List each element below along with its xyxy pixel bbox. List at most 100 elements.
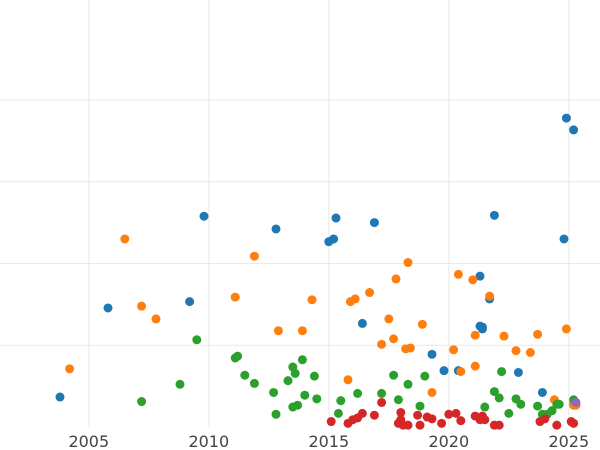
grid [0, 0, 600, 427]
data-point [365, 288, 375, 298]
data-point [377, 388, 387, 398]
data-points [55, 113, 581, 430]
data-point [199, 211, 209, 221]
data-point [297, 326, 307, 336]
data-point [499, 331, 509, 341]
data-point [343, 375, 353, 385]
data-point [137, 301, 147, 311]
data-point [480, 415, 490, 425]
data-point [240, 370, 250, 380]
data-point [559, 234, 569, 244]
data-point [230, 292, 240, 302]
data-point [468, 275, 478, 285]
data-point [403, 420, 413, 430]
data-point [185, 297, 195, 307]
data-point [494, 420, 504, 430]
series-group [65, 234, 581, 410]
data-point [439, 366, 449, 376]
data-point [427, 349, 437, 359]
data-point [326, 417, 336, 427]
data-point [427, 387, 437, 397]
data-point [377, 339, 387, 349]
data-point [415, 401, 425, 411]
data-point [389, 370, 399, 380]
data-point [369, 218, 379, 228]
data-point [451, 408, 461, 418]
x-tick-labels: 2005 2010 2015 2020 2025 [68, 432, 589, 450]
data-point [307, 295, 317, 305]
data-point [384, 314, 394, 324]
data-point [312, 394, 322, 404]
x-tick-label: 2010 [188, 432, 229, 450]
data-point [489, 210, 499, 220]
data-point [192, 335, 202, 345]
data-point [175, 379, 185, 389]
data-point [103, 303, 113, 313]
data-point [547, 406, 557, 416]
data-point [233, 351, 243, 361]
data-point [403, 379, 413, 389]
data-point [561, 324, 571, 334]
x-tick-label: 2005 [68, 432, 109, 450]
data-point [405, 343, 415, 353]
data-point [552, 420, 562, 430]
data-point [391, 274, 401, 284]
data-point [309, 371, 319, 381]
data-point [297, 355, 307, 365]
data-point [369, 410, 379, 420]
series-group [571, 397, 581, 407]
series-group [326, 397, 579, 430]
data-point [540, 414, 550, 424]
data-point [420, 371, 430, 381]
data-point [427, 414, 437, 424]
data-point [456, 367, 466, 377]
data-point [389, 334, 399, 344]
data-point [504, 408, 514, 418]
data-point [569, 418, 579, 428]
data-point [293, 400, 303, 410]
data-point [393, 395, 403, 405]
data-point [137, 397, 147, 407]
data-point [290, 368, 300, 378]
data-point [497, 367, 507, 377]
data-point [353, 388, 363, 398]
data-point [120, 234, 130, 244]
data-point [513, 367, 523, 377]
data-point [470, 361, 480, 371]
data-point [273, 326, 283, 336]
x-tick-label: 2015 [308, 432, 349, 450]
data-point [329, 234, 339, 244]
data-point [65, 364, 75, 374]
series-group [137, 335, 579, 419]
data-point [511, 346, 521, 356]
data-point [249, 251, 259, 261]
data-point [333, 408, 343, 418]
data-point [271, 409, 281, 419]
data-point [571, 397, 581, 407]
data-point [413, 410, 423, 420]
data-point [569, 125, 579, 135]
data-point [437, 418, 447, 428]
data-point [357, 318, 367, 328]
data-point [271, 224, 281, 234]
data-point [475, 271, 485, 281]
data-point [415, 420, 425, 430]
data-point [537, 387, 547, 397]
data-point [249, 378, 259, 388]
data-point [331, 213, 341, 223]
data-point [396, 407, 406, 417]
data-point [494, 393, 504, 403]
data-point [377, 397, 387, 407]
data-point [444, 409, 454, 419]
data-point [300, 390, 310, 400]
data-point [554, 399, 564, 409]
data-point [561, 113, 571, 123]
data-point [477, 322, 487, 332]
data-point [283, 376, 293, 386]
data-point [269, 387, 279, 397]
data-point [350, 294, 360, 304]
data-point [480, 402, 490, 412]
x-tick-label: 2025 [548, 432, 589, 450]
data-point [470, 330, 480, 340]
